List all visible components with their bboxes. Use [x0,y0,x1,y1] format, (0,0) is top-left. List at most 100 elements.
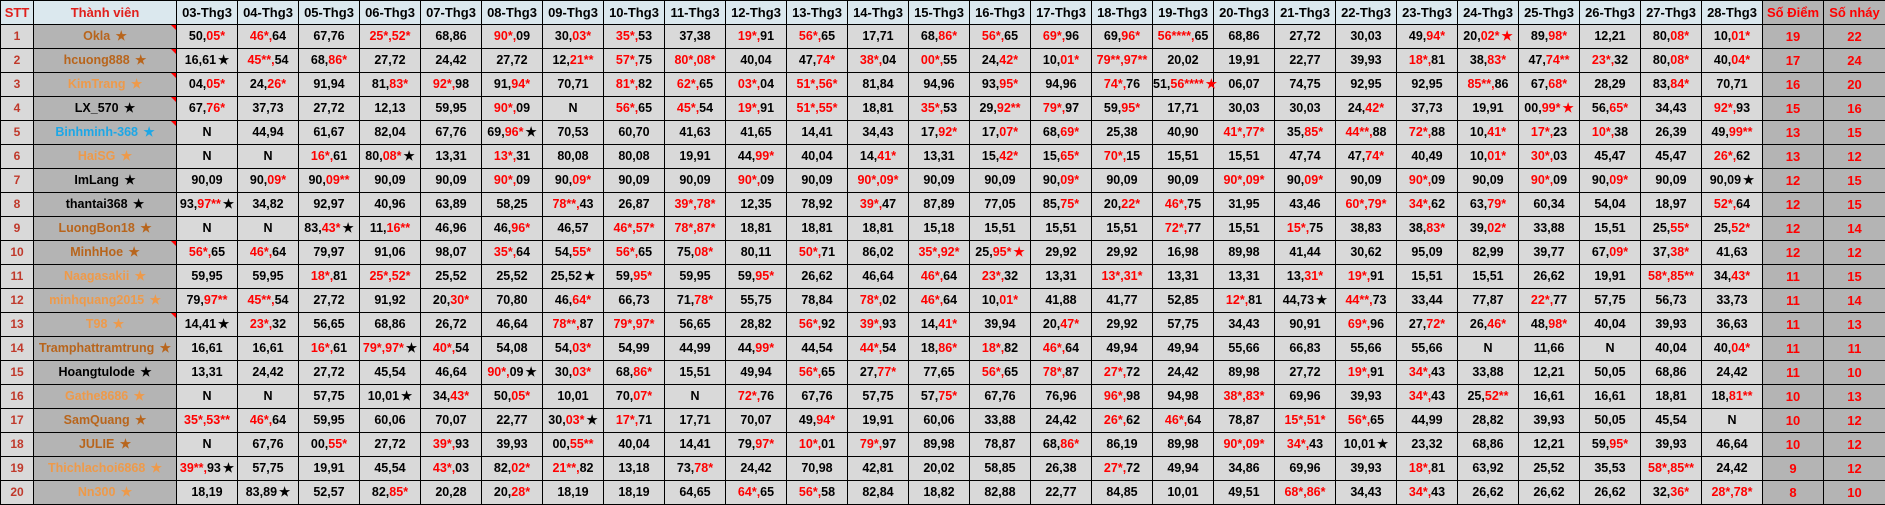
col-header-date[interactable]: 08-Thg3 [481,0,543,25]
score-cell[interactable]: 10,41* [1457,120,1519,145]
score-cell[interactable]: 27,72 [1274,360,1336,385]
score-cell[interactable]: 56*,65 [969,360,1031,385]
member-name-cell[interactable]: ImLang ★ [33,168,177,193]
score-cell[interactable]: 30*,03 [1518,144,1580,169]
score-cell[interactable]: 90,09* [1274,168,1336,193]
score-cell[interactable]: 55,66 [1335,336,1397,361]
score-cell[interactable]: 14,41 ★ [176,312,238,337]
score-cell[interactable]: 25*,52* [359,24,421,49]
col-header-member[interactable]: Thành viên [33,0,177,25]
score-cell[interactable]: 47,74* [786,48,848,73]
score-cell[interactable]: 13,31 [1030,264,1092,289]
score-cell[interactable]: 57,75 [847,384,909,409]
score-cell[interactable]: 70,71 [1701,72,1763,97]
score-cell[interactable]: 39,93 [1335,384,1397,409]
score-cell[interactable]: 62*,65 [664,72,726,97]
score-cell[interactable]: 40,04 [725,48,787,73]
score-cell[interactable]: 44*,54 [847,336,909,361]
score-cell[interactable]: 13,31 [908,144,970,169]
score-cell[interactable]: 64*,65 [725,480,787,505]
score-cell[interactable]: 67,76 [237,432,299,457]
score-cell[interactable]: 14,41* [847,144,909,169]
score-cell[interactable]: 25,38 [1091,120,1153,145]
score-cell[interactable]: 25*,52* [359,264,421,289]
score-cell[interactable]: 39,77 [1518,240,1580,265]
score-cell[interactable]: 24,42 [237,360,299,385]
score-cell[interactable]: 89,98 [1213,360,1275,385]
score-cell[interactable]: 18*,81 [1396,456,1458,481]
score-cell[interactable]: 46,96* [481,216,543,241]
score-cell[interactable]: 40*,54 [420,336,482,361]
score-cell[interactable]: 57*,75 [603,48,665,73]
score-cell[interactable]: 80,08 [542,144,604,169]
score-cell[interactable]: 90*,09 [481,24,543,49]
score-cell[interactable]: 68,86* [908,24,970,49]
score-cell[interactable]: 47,74 [1274,144,1336,169]
score-cell[interactable]: 15*,75 [1274,216,1336,241]
score-cell[interactable]: 90,09 ★ [1701,168,1763,193]
score-cell[interactable]: 90,09 [1640,168,1702,193]
score-cell[interactable]: 19,91 [664,144,726,169]
col-header-date[interactable]: 11-Thg3 [664,0,726,25]
score-cell[interactable]: 68,86 [1213,24,1275,49]
score-cell[interactable]: 60,06 [359,408,421,433]
score-cell[interactable]: 18,81 [725,216,787,241]
score-cell[interactable]: 34*,43 [1396,384,1458,409]
score-cell[interactable]: 19*,91 [725,24,787,49]
comment-indicator-icon[interactable] [171,97,176,102]
score-cell[interactable]: 57,75 [298,384,360,409]
score-cell[interactable]: 46,64 [847,264,909,289]
col-header-date[interactable]: 25-Thg3 [1518,0,1580,25]
score-cell[interactable]: 45,54 [359,360,421,385]
score-cell[interactable]: 56*,65 [603,96,665,121]
col-header-date[interactable]: 05-Thg3 [298,0,360,25]
score-cell[interactable]: 79,97* [725,432,787,457]
col-header-date[interactable]: 10-Thg3 [603,0,665,25]
score-cell[interactable]: 16,61 [1518,384,1580,409]
score-cell[interactable]: 35*,92* [908,240,970,265]
score-cell[interactable]: 33,73 [1701,288,1763,313]
score-cell[interactable]: 51*,56* [786,72,848,97]
score-cell[interactable]: 69,96 [1274,384,1336,409]
score-cell[interactable]: 68,86 [359,312,421,337]
score-cell[interactable]: 50,05 [1579,360,1641,385]
score-cell[interactable]: 50*,71 [786,240,848,265]
score-cell[interactable]: N [176,432,238,457]
score-cell[interactable]: 12,13 [359,96,421,121]
score-cell[interactable]: 50,05* [176,24,238,49]
col-header-date[interactable]: 14-Thg3 [847,0,909,25]
col-header-points[interactable]: Số Điểm [1762,0,1824,25]
score-cell[interactable]: 25,52 [481,264,543,289]
score-cell[interactable]: 12,21 [1518,432,1580,457]
score-cell[interactable]: 68,86 [1457,432,1519,457]
score-cell[interactable]: 78,87 [969,432,1031,457]
score-cell[interactable]: 44**,88 [1335,120,1397,145]
score-cell[interactable]: 94,96 [908,72,970,97]
score-cell[interactable]: 38*,83* [1213,384,1275,409]
member-name-cell[interactable]: minhquang2015 ★ [33,288,177,313]
score-cell[interactable]: 79**,97** [1091,48,1153,73]
score-cell[interactable]: 82,04 [359,120,421,145]
score-cell[interactable]: 27,72* [1396,312,1458,337]
score-cell[interactable]: 46*,57* [603,216,665,241]
score-cell[interactable]: 91,94* [481,72,543,97]
score-cell[interactable]: 20,30* [420,288,482,313]
score-cell[interactable]: 57,75 [1579,288,1641,313]
score-cell[interactable]: 19,91 [1579,264,1641,289]
score-cell[interactable]: 54,04 [1579,192,1641,217]
score-cell[interactable]: 16,98 [1152,240,1214,265]
score-cell[interactable]: 89,98 [908,432,970,457]
score-cell[interactable]: 25,52 ★ [542,264,604,289]
score-cell[interactable]: 72*,88 [1396,120,1458,145]
col-header-stt[interactable]: STT [0,0,34,25]
score-cell[interactable]: 41,88 [1030,288,1092,313]
score-cell[interactable]: 34,43 [1640,96,1702,121]
score-cell[interactable]: 10,01 ★ [359,384,421,409]
score-cell[interactable]: 15,51 [1213,144,1275,169]
score-cell[interactable]: 30,03* ★ [542,408,604,433]
member-name-cell[interactable]: hcuong888 ★ [33,48,177,73]
score-cell[interactable]: 72*,77 [1152,216,1214,241]
score-cell[interactable]: 26*,62 [1701,144,1763,169]
member-name-cell[interactable]: Thichlachoi6868 ★ [33,456,177,481]
score-cell[interactable]: 19,91 [1457,96,1519,121]
